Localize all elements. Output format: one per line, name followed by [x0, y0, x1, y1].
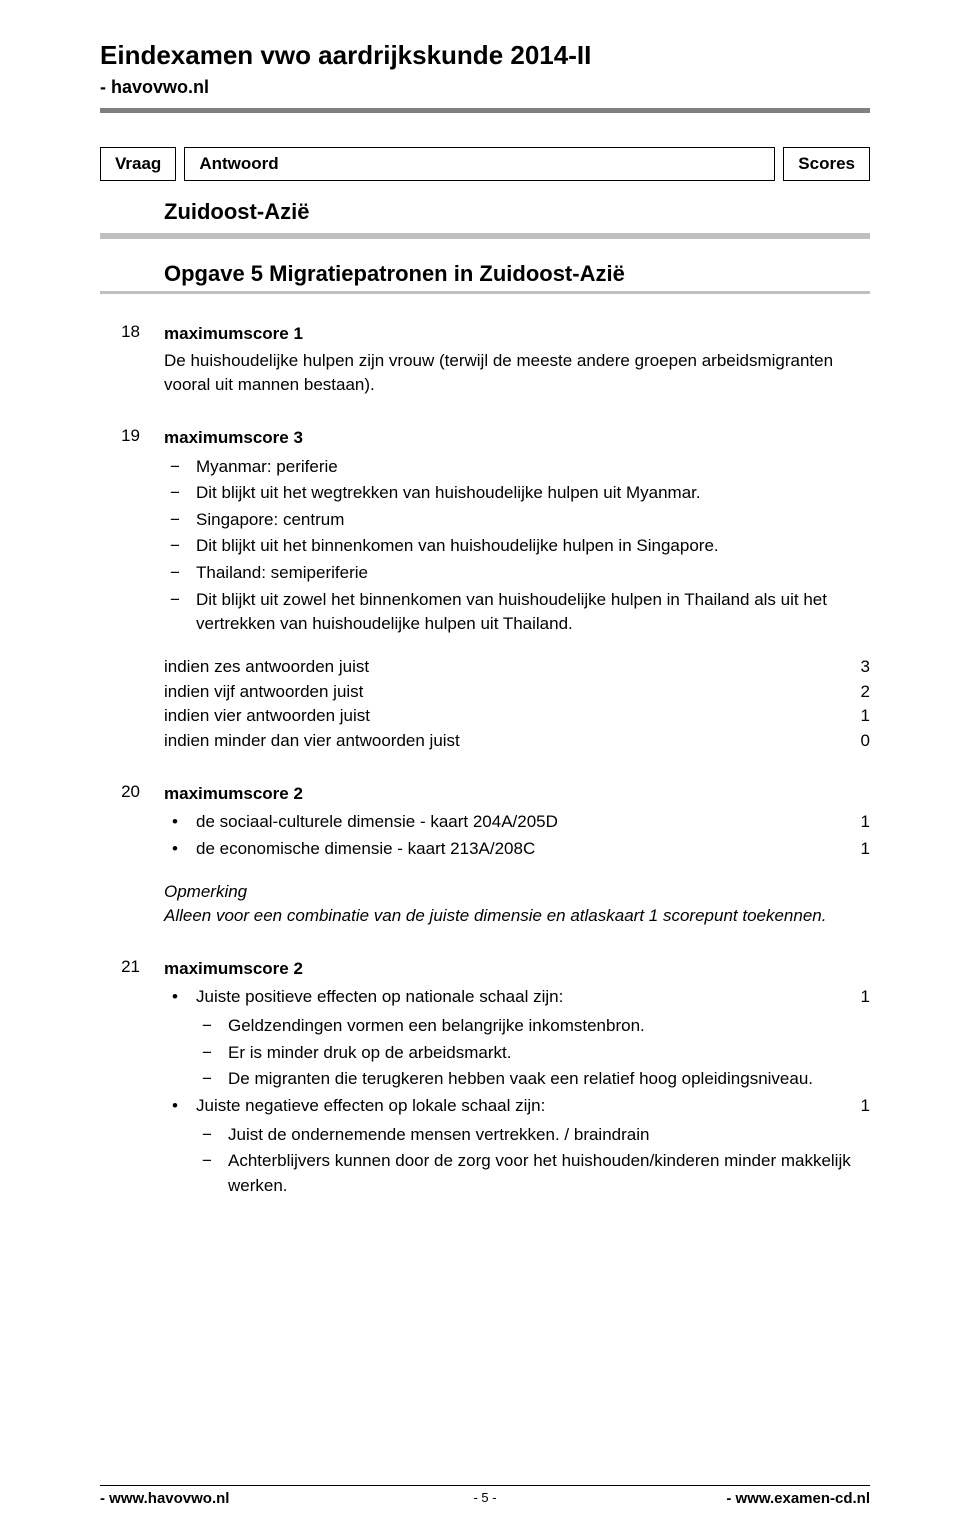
footer: - www.havovwo.nl - 5 - - www.examen-cd.n…: [0, 1485, 960, 1507]
score-text: indien zes antwoorden juist: [164, 655, 850, 680]
question-body: maximumscore 2 Juiste positieve effecten…: [164, 957, 870, 1201]
score-line: indien zes antwoorden juist 3: [164, 655, 870, 680]
score-text: indien vijf antwoorden juist: [164, 680, 850, 705]
score-points: 1: [850, 704, 870, 729]
maxscore-label: maximumscore 2: [164, 782, 870, 807]
footer-right: - www.examen-cd.nl: [613, 1490, 870, 1507]
scoring-block: indien zes antwoorden juist 3 indien vij…: [164, 655, 870, 754]
footer-row: - www.havovwo.nl - 5 - - www.examen-cd.n…: [100, 1490, 870, 1507]
footer-left: - www.havovwo.nl: [100, 1490, 357, 1507]
question-body: maximumscore 2 de sociaal-culturele dime…: [164, 782, 870, 929]
subsection-title: Opgave 5 Migratiepatronen in Zuidoost-Az…: [164, 261, 870, 287]
question-body: maximumscore 1 De huishoudelijke hulpen …: [164, 322, 870, 398]
vas-row: Vraag Antwoord Scores: [100, 147, 870, 181]
answer-text: De huishoudelijke hulpen zijn vrouw (ter…: [164, 349, 870, 398]
list-item: Dit blijkt uit het wegtrekken van huisho…: [164, 481, 870, 506]
bullet-text: Juiste positieve effecten op nationale s…: [196, 985, 850, 1010]
score-points: 2: [850, 680, 870, 705]
question-19: 19 maximumscore 3 Myanmar: periferie Dit…: [100, 426, 870, 754]
question-number: 18: [100, 322, 164, 398]
header-rule: [100, 108, 870, 113]
question-number: 20: [100, 782, 164, 929]
answer-bullet-list: Juiste positieve effecten op nationale s…: [164, 985, 870, 1198]
list-item: De migranten die terugkeren hebben vaak …: [196, 1067, 870, 1092]
list-item: Achterblijvers kunnen door de zorg voor …: [196, 1149, 870, 1198]
bullet-text: de economische dimensie - kaart 213A/208…: [196, 837, 850, 862]
question-21: 21 maximumscore 2 Juiste positieve effec…: [100, 957, 870, 1201]
maxscore-label: maximumscore 2: [164, 957, 870, 982]
list-item: Juist de ondernemende mensen vertrekken.…: [196, 1123, 870, 1148]
page: Eindexamen vwo aardrijkskunde 2014-II - …: [0, 0, 960, 1525]
question-body: maximumscore 3 Myanmar: periferie Dit bl…: [164, 426, 870, 754]
bullet-text: Juiste negatieve effecten op lokale scha…: [196, 1094, 850, 1119]
subsection: Opgave 5 Migratiepatronen in Zuidoost-Az…: [100, 261, 870, 294]
score-line: indien vijf antwoorden juist 2: [164, 680, 870, 705]
score-points: 0: [850, 729, 870, 754]
footer-page-number: - 5 -: [357, 1490, 614, 1507]
list-item: Thailand: semiperiferie: [164, 561, 870, 586]
bullet-points: 1: [850, 985, 870, 1010]
question-number: 21: [100, 957, 164, 1201]
remark-label: Opmerking: [164, 880, 870, 905]
maxscore-label: maximumscore 1: [164, 322, 870, 347]
bullet-points: 1: [850, 837, 870, 862]
doc-subtitle: - havovwo.nl: [100, 77, 870, 98]
bullet-points: 1: [850, 810, 870, 835]
question-number: 19: [100, 426, 164, 754]
doc-title: Eindexamen vwo aardrijkskunde 2014-II: [100, 40, 870, 71]
list-item: de sociaal-culturele dimensie - kaart 20…: [164, 810, 870, 835]
score-text: indien minder dan vier antwoorden juist: [164, 729, 850, 754]
section-rule: [100, 233, 870, 239]
list-item: Juiste negatieve effecten op lokale scha…: [164, 1094, 870, 1199]
score-line: indien minder dan vier antwoorden juist …: [164, 729, 870, 754]
subsection-rule: [100, 291, 870, 294]
footer-rule: [100, 1485, 870, 1486]
list-item: Dit blijkt uit zowel het binnenkomen van…: [164, 588, 870, 637]
vas-scores: Scores: [783, 147, 870, 181]
section-title: Zuidoost-Azië: [164, 199, 870, 225]
vas-vraag: Vraag: [100, 147, 176, 181]
nested-dash-list: Geldzendingen vormen een belangrijke ink…: [196, 1014, 870, 1092]
maxscore-label: maximumscore 3: [164, 426, 870, 451]
score-points: 3: [850, 655, 870, 680]
question-18: 18 maximumscore 1 De huishoudelijke hulp…: [100, 322, 870, 398]
score-line: indien vier antwoorden juist 1: [164, 704, 870, 729]
vas-antwoord: Antwoord: [184, 147, 775, 181]
answer-dash-list: Myanmar: periferie Dit blijkt uit het we…: [164, 455, 870, 637]
list-item: Dit blijkt uit het binnenkomen van huish…: [164, 534, 870, 559]
list-item: Geldzendingen vormen een belangrijke ink…: [196, 1014, 870, 1039]
answer-bullet-list: de sociaal-culturele dimensie - kaart 20…: [164, 810, 870, 861]
list-item: Er is minder druk op de arbeidsmarkt.: [196, 1041, 870, 1066]
nested-dash-list: Juist de ondernemende mensen vertrekken.…: [196, 1123, 870, 1199]
bullet-points: 1: [850, 1094, 870, 1119]
bullet-text: de sociaal-culturele dimensie - kaart 20…: [196, 810, 850, 835]
question-20: 20 maximumscore 2 de sociaal-culturele d…: [100, 782, 870, 929]
list-item: Myanmar: periferie: [164, 455, 870, 480]
remark-block: Opmerking Alleen voor een combinatie van…: [164, 880, 870, 929]
list-item: Juiste positieve effecten op nationale s…: [164, 985, 870, 1092]
list-item: Singapore: centrum: [164, 508, 870, 533]
score-text: indien vier antwoorden juist: [164, 704, 850, 729]
remark-text: Alleen voor een combinatie van de juiste…: [164, 904, 870, 929]
list-item: de economische dimensie - kaart 213A/208…: [164, 837, 870, 862]
